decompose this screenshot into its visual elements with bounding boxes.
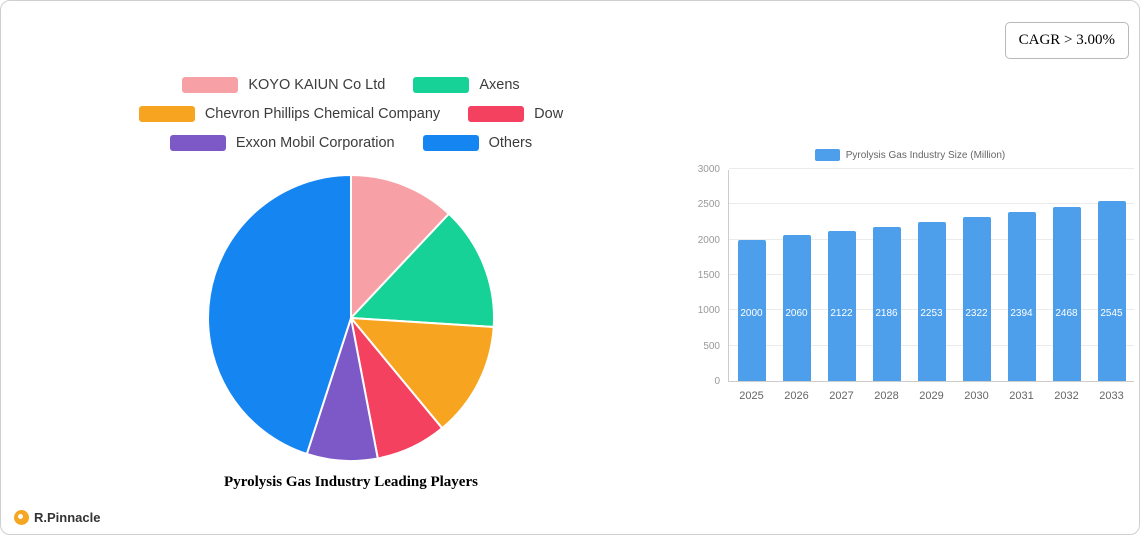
pie-slice-chevron-phillips-chemical-company[interactable] (350, 317, 495, 430)
bar-column-2033: 2545 2033 (1089, 170, 1134, 402)
y-axis-tick-3000: 3000 (697, 164, 720, 175)
x-axis-label-2025: 2025 (739, 390, 764, 402)
bar-plot-area: 2000 2025 2060 2026 2122 2027 2186 2028 2253 2029… (728, 168, 1134, 402)
gridline-3000 (729, 168, 1134, 169)
pinnacle-logo-icon (14, 510, 29, 525)
y-axis-tick-2000: 2000 (697, 234, 720, 246)
legend-swatch-chevron-phillips-chemical-company (138, 106, 195, 122)
gridline-2500 (729, 203, 1134, 205)
bar-2032[interactable] (1052, 206, 1081, 381)
x-axis-label-2027: 2027 (829, 390, 854, 402)
pie-legend-item-chevron-phillips-chemical-company[interactable]: Chevron Phillips Chemical Company (138, 106, 441, 122)
pie-legend-row: KOYO KAIUN Co Ltd Axens (121, 77, 581, 93)
pie-chart-title: Pyrolysis Gas Industry Leading Players (224, 474, 478, 490)
pie-legend: KOYO KAIUN Co Ltd Axens Chevron Phillips C… (121, 77, 581, 164)
legend-label: Dow (534, 106, 564, 122)
bar-column-2025: 2000 2025 (729, 170, 774, 402)
pie-chart (207, 174, 495, 463)
bar-2031[interactable] (1007, 211, 1036, 381)
pie-legend-item-others[interactable]: Others (422, 135, 533, 151)
bar-column-2028: 2186 2028 (864, 170, 909, 402)
x-axis-label-2026: 2026 (784, 390, 809, 402)
pie-legend-item-exxon-mobil-corporation[interactable]: Exxon Mobil Corporation (169, 135, 395, 151)
bar-2030[interactable] (962, 216, 991, 381)
x-axis-label-2032: 2032 (1054, 390, 1079, 402)
pie-legend-item-axens[interactable]: Axens (413, 77, 520, 93)
pie-slice-others[interactable] (207, 174, 352, 455)
bar-column-2029: 2253 2029 (909, 170, 954, 402)
legend-swatch-others (422, 135, 479, 151)
bar-2029[interactable] (917, 221, 946, 381)
pie-legend-item-dow[interactable]: Dow (468, 106, 563, 122)
pie-legend-row: Chevron Phillips Chemical Company Dow (121, 106, 581, 122)
bar-2026[interactable] (782, 235, 811, 381)
legend-swatch-dow (468, 106, 525, 122)
y-axis-tick-1500: 1500 (697, 270, 720, 281)
brand-name: R.Pinnacle (34, 510, 101, 525)
y-axis-tick-0: 0 (714, 376, 720, 387)
pie-legend-row: Exxon Mobil Corporation Others (121, 135, 581, 151)
legend-label: Axens (479, 77, 520, 93)
bar-chart-section: Pyrolysis Gas Industry Size (Million) 0 5… (686, 149, 1134, 402)
legend-label: Others (488, 135, 533, 151)
bar-legend-swatch (814, 149, 840, 161)
bar-2025[interactable] (737, 239, 766, 381)
bar-column-2032: 2468 2032 (1044, 170, 1089, 402)
cagr-label: CAGR > 3.00% (1018, 32, 1115, 48)
legend-swatch-koyo-kaiun-co-ltd (182, 77, 239, 93)
legend-swatch-exxon-mobil-corporation (169, 135, 226, 151)
x-axis-label-2030: 2030 (964, 390, 989, 402)
bar-2033[interactable] (1097, 201, 1126, 381)
y-axis-tick-2500: 2500 (697, 199, 720, 211)
pie-chart-section: KOYO KAIUN Co Ltd Axens Chevron Phillips C… (121, 77, 581, 491)
y-axis-tick-500: 500 (703, 340, 720, 352)
bar-2028[interactable] (872, 226, 901, 381)
legend-swatch-axens (413, 77, 470, 93)
bar-plot-wrap: 0 500 1000 1500 2000 2500 3000 2000 2025 2060 202… (686, 165, 1134, 402)
x-axis-label-2028: 2028 (874, 390, 899, 402)
bar-legend-label: Pyrolysis Gas Industry Size (Million) (845, 149, 1006, 161)
bar-column-2031: 2394 2031 (999, 170, 1044, 402)
x-axis-label-2033: 2033 (1099, 390, 1124, 402)
bar-column-2026: 2060 2026 (774, 170, 819, 402)
y-axis-tick-1000: 1000 (697, 305, 720, 317)
x-axis-label-2031: 2031 (1009, 390, 1034, 402)
legend-label: KOYO KAIUN Co Ltd (248, 77, 386, 93)
legend-label: Exxon Mobil Corporation (235, 135, 395, 151)
pie-legend-item-koyo-kaiun-co-ltd[interactable]: KOYO KAIUN Co Ltd (182, 77, 385, 93)
legend-label: Chevron Phillips Chemical Company (204, 106, 441, 122)
bar-column-2027: 2122 2027 (819, 170, 864, 402)
bar-column-2030: 2322 2030 (954, 170, 999, 402)
bar-legend[interactable]: Pyrolysis Gas Industry Size (Million) (686, 149, 1134, 161)
brand-logo: R.Pinnacle (14, 510, 100, 525)
bar-2027[interactable] (827, 231, 856, 381)
pie-slice-koyo-kaiun-co-ltd[interactable] (350, 174, 450, 319)
cagr-badge: CAGR > 3.00% (1004, 22, 1129, 59)
x-axis-label-2029: 2029 (919, 390, 944, 402)
pie-slice-axens[interactable] (350, 212, 495, 328)
y-axis: 0 500 1000 1500 2000 2500 3000 (686, 165, 728, 387)
